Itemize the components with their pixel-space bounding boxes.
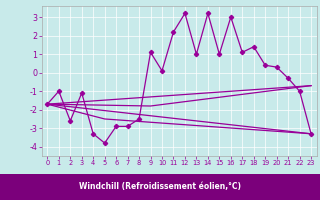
Text: Windchill (Refroidissement éolien,°C): Windchill (Refroidissement éolien,°C): [79, 182, 241, 192]
